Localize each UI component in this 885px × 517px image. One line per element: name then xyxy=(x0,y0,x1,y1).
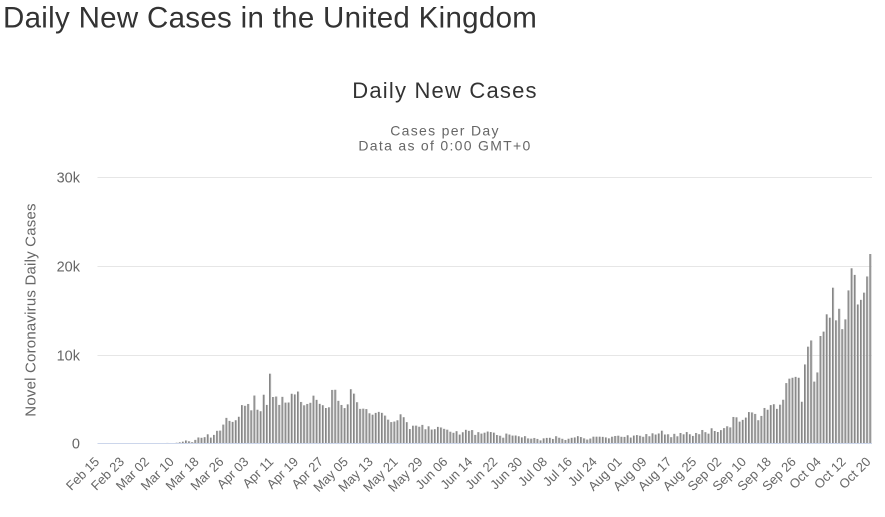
svg-text:20k: 20k xyxy=(57,260,81,276)
svg-text:0: 0 xyxy=(72,437,80,453)
svg-text:Data as of 0:00 GMT+0: Data as of 0:00 GMT+0 xyxy=(358,138,531,154)
svg-text:30k: 30k xyxy=(57,171,81,187)
svg-text:Novel Coronavirus Daily Cases: Novel Coronavirus Daily Cases xyxy=(23,203,40,416)
svg-text:10k: 10k xyxy=(57,349,81,365)
svg-text:Cases per Day: Cases per Day xyxy=(390,123,500,139)
svg-text:Daily New Cases in the United: Daily New Cases in the United Kingdom xyxy=(3,2,537,35)
svg-text:Daily New Cases: Daily New Cases xyxy=(352,78,538,103)
